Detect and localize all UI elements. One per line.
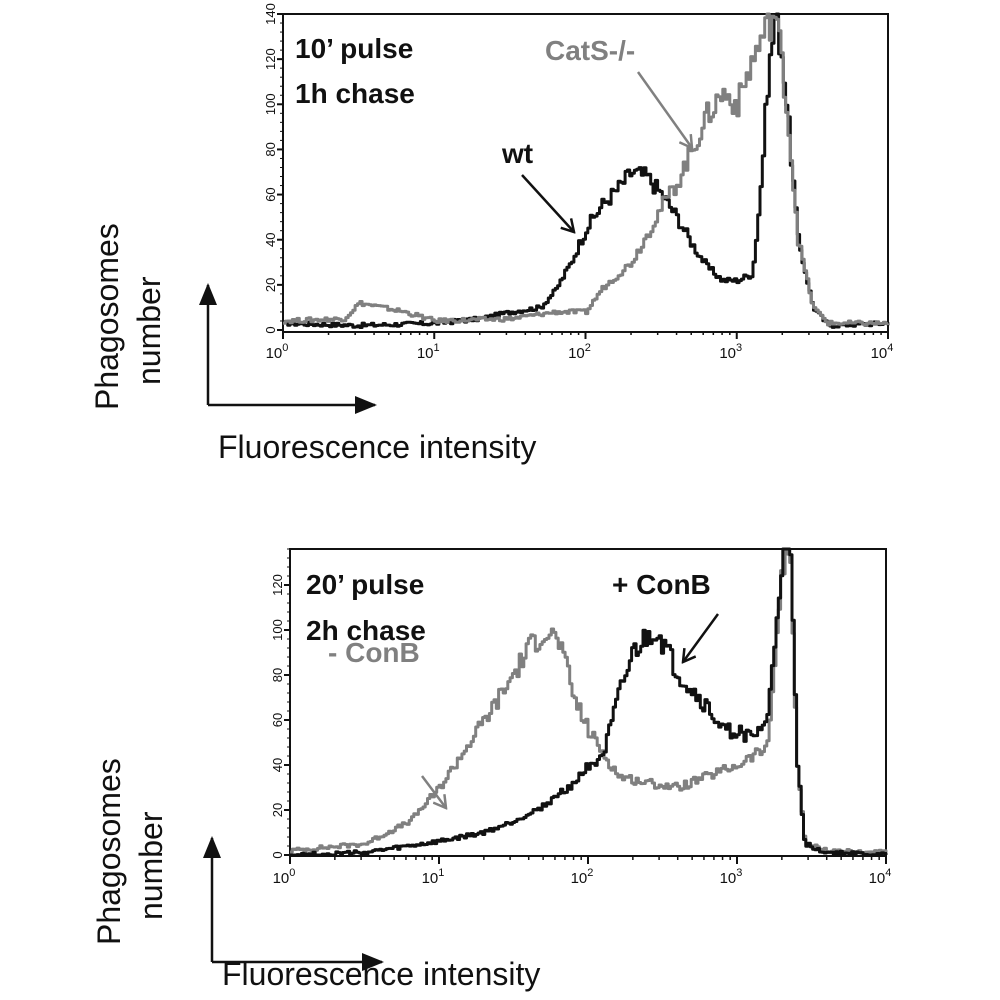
wt-pointer-arrow bbox=[521, 174, 574, 232]
x-tick-label: 104 bbox=[869, 867, 892, 887]
x-tick-label: 101 bbox=[417, 342, 440, 362]
curves bbox=[290, 547, 888, 857]
x-tick-base: 10 bbox=[871, 345, 888, 362]
x-tick-exponent: 0 bbox=[282, 342, 288, 354]
x-axis-label: Fluorescence intensity bbox=[218, 429, 536, 465]
x-tick-exponent: 1 bbox=[438, 867, 444, 879]
condition-label-line1: 10’ pulse bbox=[295, 33, 413, 64]
x-tick-label: 100 bbox=[266, 342, 289, 362]
y-tick-label: 20 bbox=[270, 803, 285, 817]
x-tick-base: 10 bbox=[273, 870, 290, 887]
histogram-series--conb bbox=[290, 547, 888, 857]
x-tick-exponent: 2 bbox=[587, 867, 593, 879]
y-tick-label: 120 bbox=[270, 574, 285, 596]
y-tick-label: 40 bbox=[270, 758, 285, 772]
x-tick-base: 10 bbox=[417, 345, 434, 362]
y-tick-label: 0 bbox=[270, 851, 285, 858]
x-tick-label: 102 bbox=[571, 867, 594, 887]
y-axis-label-line2: number bbox=[131, 276, 167, 385]
condition-label-line2: 1h chase bbox=[295, 78, 415, 109]
y-axis-label-line1: Phagosomes bbox=[91, 758, 127, 945]
x-tick-base: 10 bbox=[720, 870, 737, 887]
y-tick-label: 60 bbox=[270, 713, 285, 727]
y-tick-label: 0 bbox=[263, 326, 278, 333]
legend-label-minus-conb: - ConB bbox=[328, 637, 420, 668]
x-tick-exponent: 1 bbox=[434, 342, 440, 354]
legend-label-plus-conb: + ConB bbox=[612, 569, 711, 600]
y-tick-label: 60 bbox=[263, 187, 278, 201]
x-tick-label: 103 bbox=[720, 867, 743, 887]
x-tick-label: 104 bbox=[871, 342, 894, 362]
x-tick-exponent: 3 bbox=[736, 867, 742, 879]
x-tick-label: 103 bbox=[719, 342, 742, 362]
x-axis-label: Fluorescence intensity bbox=[222, 956, 540, 992]
y-tick-label: 140 bbox=[263, 3, 278, 25]
y-tick-label: 100 bbox=[263, 93, 278, 115]
curves bbox=[283, 12, 890, 329]
x-tick-label: 101 bbox=[422, 867, 445, 887]
x-tick-base: 10 bbox=[869, 870, 886, 887]
x-tick-exponent: 2 bbox=[585, 342, 591, 354]
y-tick-label: 40 bbox=[263, 232, 278, 246]
x-tick-base: 10 bbox=[571, 870, 588, 887]
y-axis-label-line1: Phagosomes bbox=[89, 223, 125, 410]
histogram-series--conb bbox=[290, 547, 888, 856]
x-tick-exponent: 3 bbox=[736, 342, 742, 354]
condition-label-line1: 20’ pulse bbox=[306, 569, 424, 600]
y-tick-label: 100 bbox=[270, 619, 285, 641]
x-tick-base: 10 bbox=[422, 870, 439, 887]
x-tick-label: 102 bbox=[568, 342, 591, 362]
x-tick-base: 10 bbox=[266, 345, 283, 362]
histogram-series-cats- bbox=[283, 12, 890, 327]
legend-label-cats: CatS-/- bbox=[545, 35, 635, 66]
x-tick-exponent: 4 bbox=[885, 867, 891, 879]
y-tick-label: 80 bbox=[263, 142, 278, 156]
x-tick-base: 10 bbox=[719, 345, 736, 362]
y-tick-label: 20 bbox=[263, 278, 278, 292]
plus-conb-pointer-arrow bbox=[683, 613, 720, 662]
x-tick-exponent: 0 bbox=[289, 867, 295, 879]
y-tick-label: 80 bbox=[270, 668, 285, 682]
legend-label-wt: wt bbox=[501, 138, 533, 169]
y-axis-label-line2: number bbox=[133, 811, 169, 920]
cats-pointer-arrow bbox=[636, 71, 692, 148]
y-tick-label: 120 bbox=[263, 48, 278, 70]
minus-conb-pointer-arrow bbox=[421, 775, 446, 808]
x-tick-exponent: 4 bbox=[887, 342, 893, 354]
x-tick-label: 100 bbox=[273, 867, 296, 887]
x-tick-base: 10 bbox=[568, 345, 585, 362]
condition-label-line2: 2h chase bbox=[306, 615, 426, 646]
